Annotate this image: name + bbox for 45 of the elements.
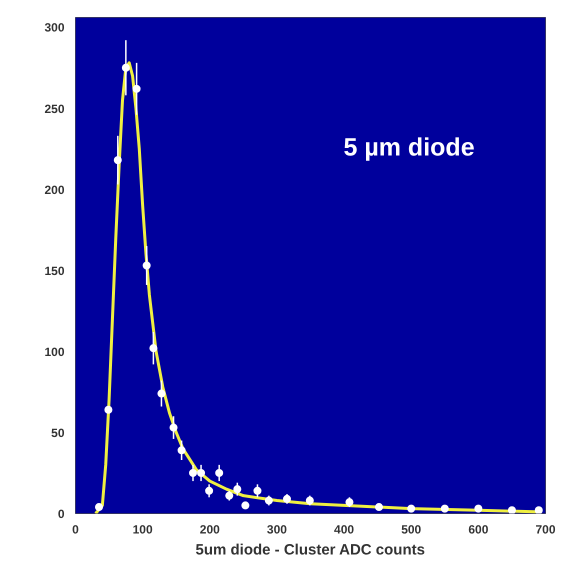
- point: [306, 496, 314, 505]
- point: [104, 406, 112, 414]
- x-tick-label: 700: [535, 522, 556, 536]
- point: [157, 390, 166, 398]
- point: [534, 506, 543, 514]
- point: [189, 468, 197, 477]
- point: [440, 504, 449, 513]
- point: [253, 486, 262, 495]
- point: [149, 344, 158, 352]
- y-tick-label: 100: [44, 344, 65, 359]
- point: [215, 468, 224, 477]
- point: [170, 424, 178, 432]
- annotation: 5 µm diode: [344, 134, 475, 162]
- point: [283, 494, 291, 503]
- point: [205, 486, 214, 495]
- point: [225, 492, 234, 500]
- point: [407, 504, 416, 513]
- x-tick-label: 300: [266, 522, 288, 536]
- point: [508, 506, 516, 514]
- y-tick-label: 0: [58, 507, 65, 521]
- point: [132, 84, 141, 93]
- y-tick-label: 250: [44, 102, 65, 116]
- x-axis-title: 5um diode - Cluster ADC counts: [195, 542, 425, 558]
- point: [474, 504, 482, 513]
- x-tick-label: 400: [334, 522, 354, 536]
- x-tick-label: 100: [132, 522, 153, 536]
- x-tick-label: 500: [401, 522, 422, 536]
- y-tick-label: 150: [44, 264, 65, 278]
- point: [264, 496, 273, 505]
- y-tick-label: 200: [44, 182, 65, 197]
- point: [374, 503, 383, 512]
- point: [233, 485, 242, 494]
- y-tick-label: 300: [44, 20, 65, 35]
- point: [345, 498, 354, 506]
- point: [142, 262, 151, 270]
- x-tick-label: 200: [200, 522, 220, 536]
- y-tick-label: 50: [51, 426, 65, 440]
- point: [122, 64, 130, 72]
- point: [197, 468, 206, 477]
- point: [95, 503, 103, 512]
- point: [178, 446, 186, 454]
- point: [114, 156, 122, 164]
- point: [241, 501, 250, 510]
- x-tick-label: 600: [468, 522, 489, 536]
- x-tick-label: 0: [72, 522, 80, 536]
